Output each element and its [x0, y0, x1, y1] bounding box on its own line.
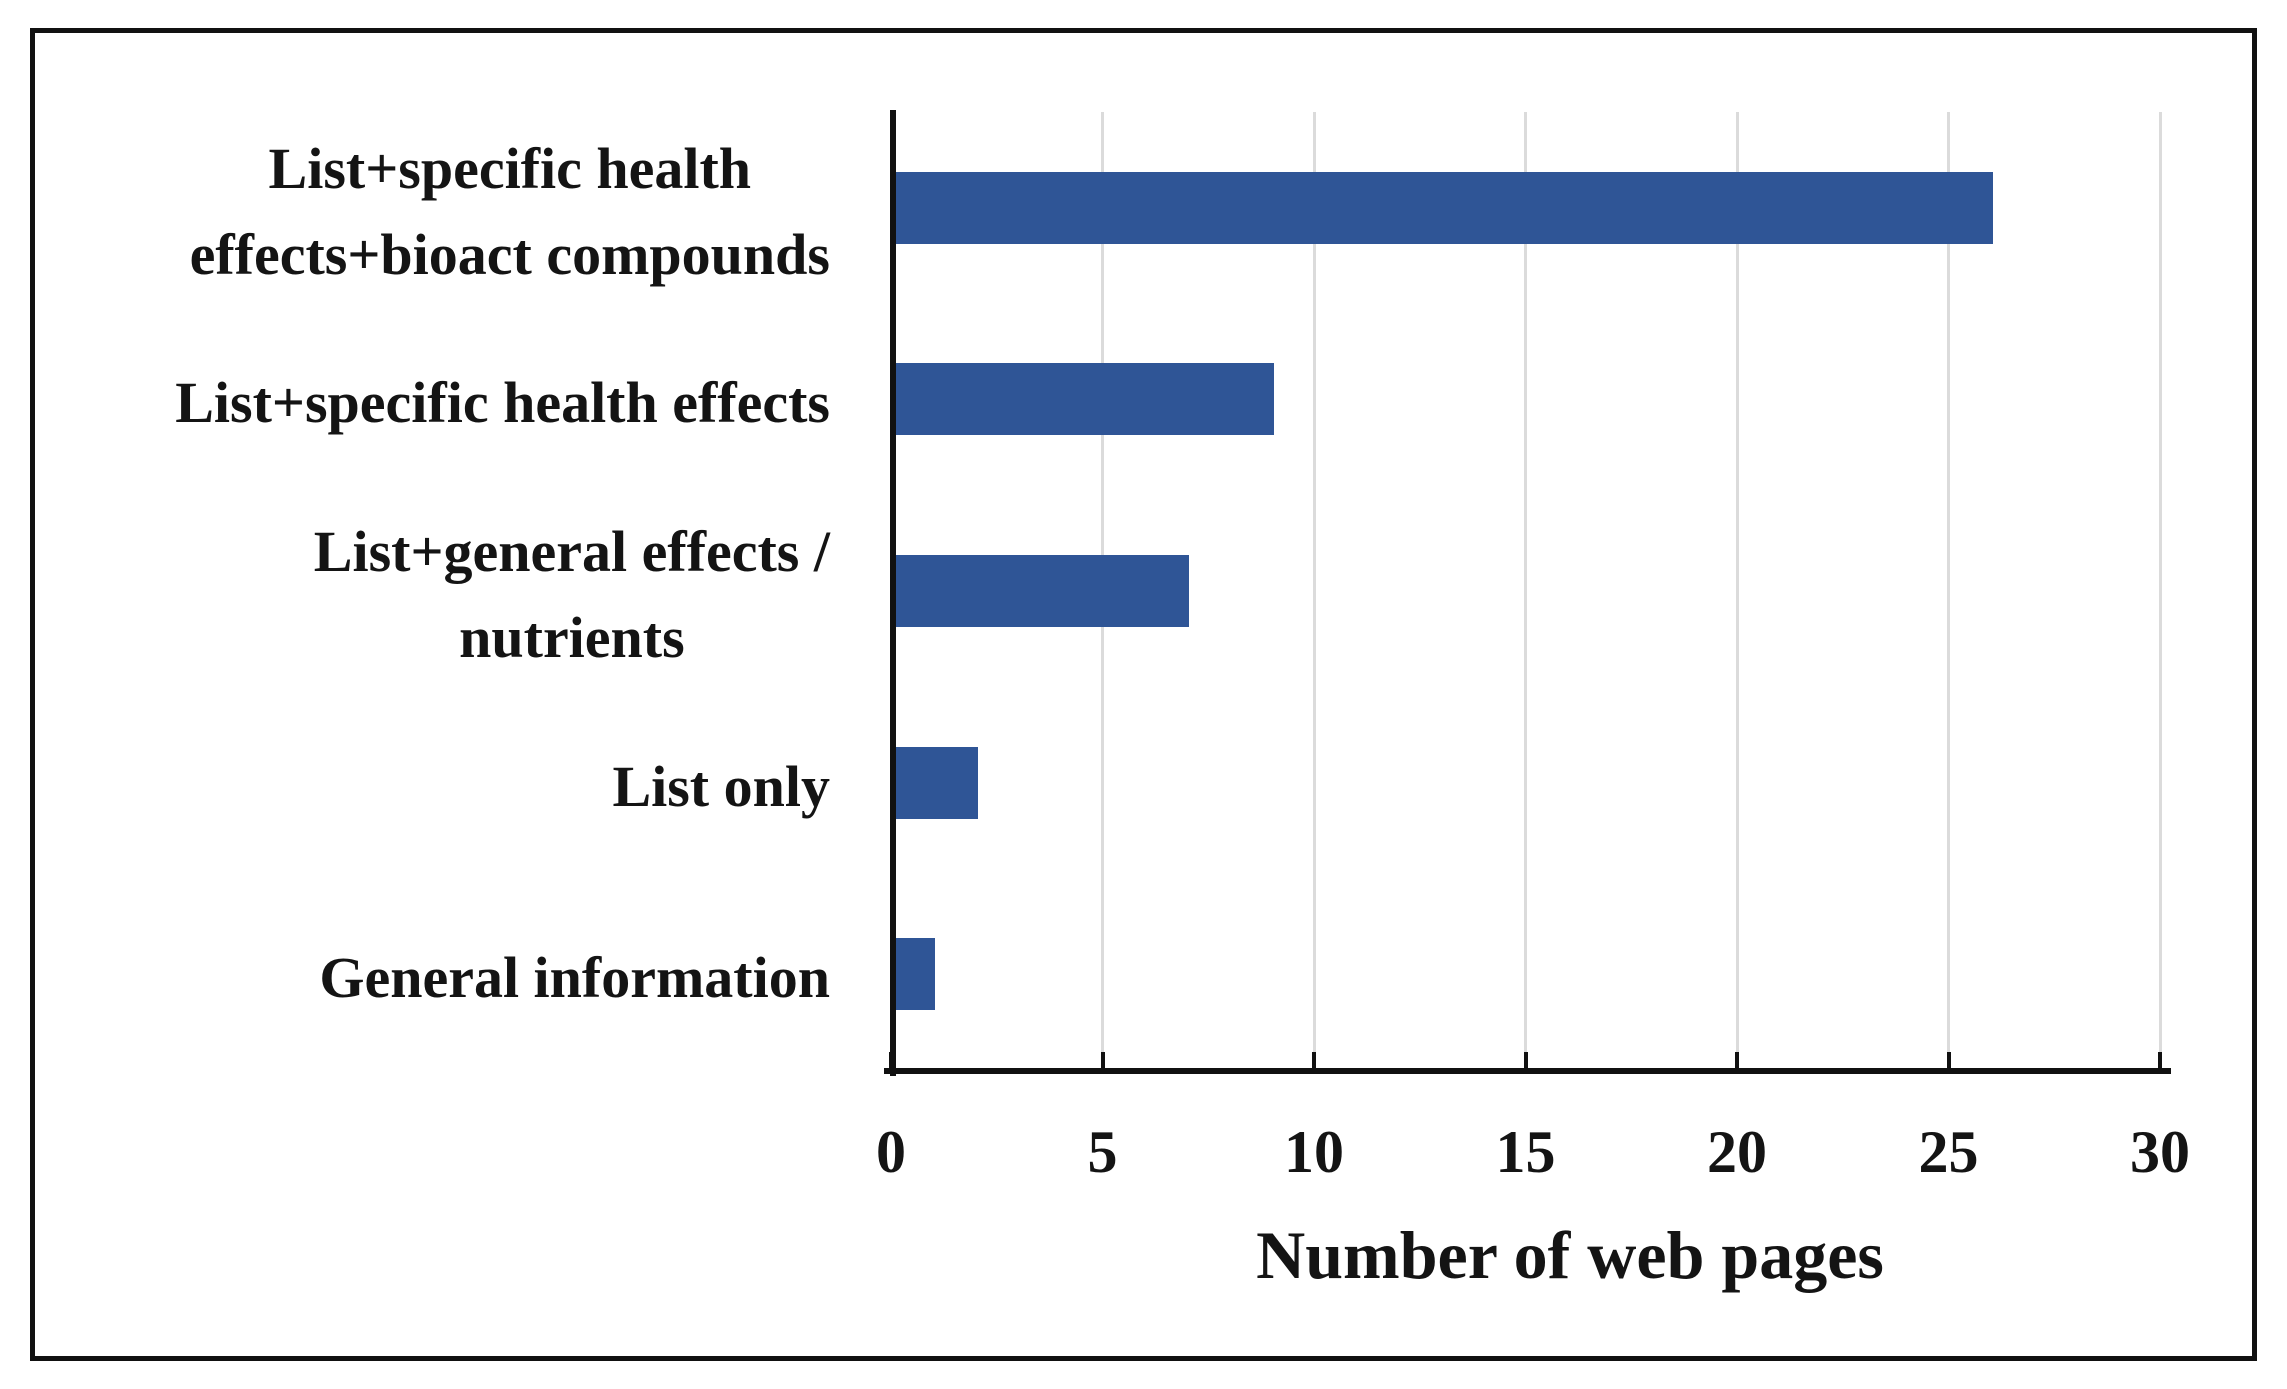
x-axis-tick-15: [1523, 1052, 1528, 1068]
category-label-line: nutrients: [459, 605, 685, 670]
gridline-10: [1312, 112, 1316, 1070]
bar-1: [893, 171, 1993, 244]
bar-3: [893, 555, 1190, 627]
category-label-line: General information: [319, 945, 830, 1010]
category-label-line: List+specific health: [268, 136, 752, 201]
x-tick-label-5: 5: [1087, 1119, 1118, 1185]
bar-4: [893, 746, 978, 819]
x-tick-label-25: 25: [1918, 1119, 1979, 1185]
category-label-3: List+general effects / nutrients: [314, 509, 830, 681]
x-axis-title: Number of web pages: [1256, 1217, 1884, 1293]
x-axis-line: [884, 1068, 2171, 1074]
x-tick-label-15: 15: [1495, 1119, 1556, 1185]
gridline-25: [1947, 112, 1950, 1070]
bar-5: [893, 938, 936, 1011]
x-tick-label-20: 20: [1707, 1119, 1767, 1185]
category-label-line: effects+bioact compounds: [189, 222, 830, 287]
category-label-5: General information: [319, 935, 830, 1021]
category-label-2: List+specific health effects: [175, 360, 830, 446]
bar-2: [893, 363, 1274, 436]
x-tick-label-10: 10: [1284, 1119, 1344, 1185]
x-axis-tick-0: [889, 1052, 893, 1068]
category-label-line: List+specific health effects: [175, 370, 830, 435]
figure-border: [30, 28, 2257, 1361]
category-label-1: List+specific health effects+bioact compo…: [190, 126, 830, 298]
x-axis-tick-20: [1735, 1052, 1739, 1068]
category-label-4: List only: [612, 744, 830, 830]
y-axis-line: [890, 110, 896, 1076]
x-tick-label-0: 0: [876, 1119, 906, 1185]
x-axis-tick-25: [1946, 1052, 1951, 1068]
x-axis-tick-30: [2158, 1052, 2162, 1068]
gridline-15: [1524, 112, 1527, 1070]
x-axis-tick-10: [1312, 1052, 1316, 1068]
category-label-line: List only: [612, 754, 830, 819]
gridline-20: [1735, 112, 1739, 1070]
x-axis-tick-5: [1100, 1052, 1105, 1068]
x-tick-label-30: 30: [2130, 1119, 2190, 1185]
category-label-line: List+general effects /: [313, 519, 830, 584]
gridline-30: [2158, 112, 2162, 1070]
